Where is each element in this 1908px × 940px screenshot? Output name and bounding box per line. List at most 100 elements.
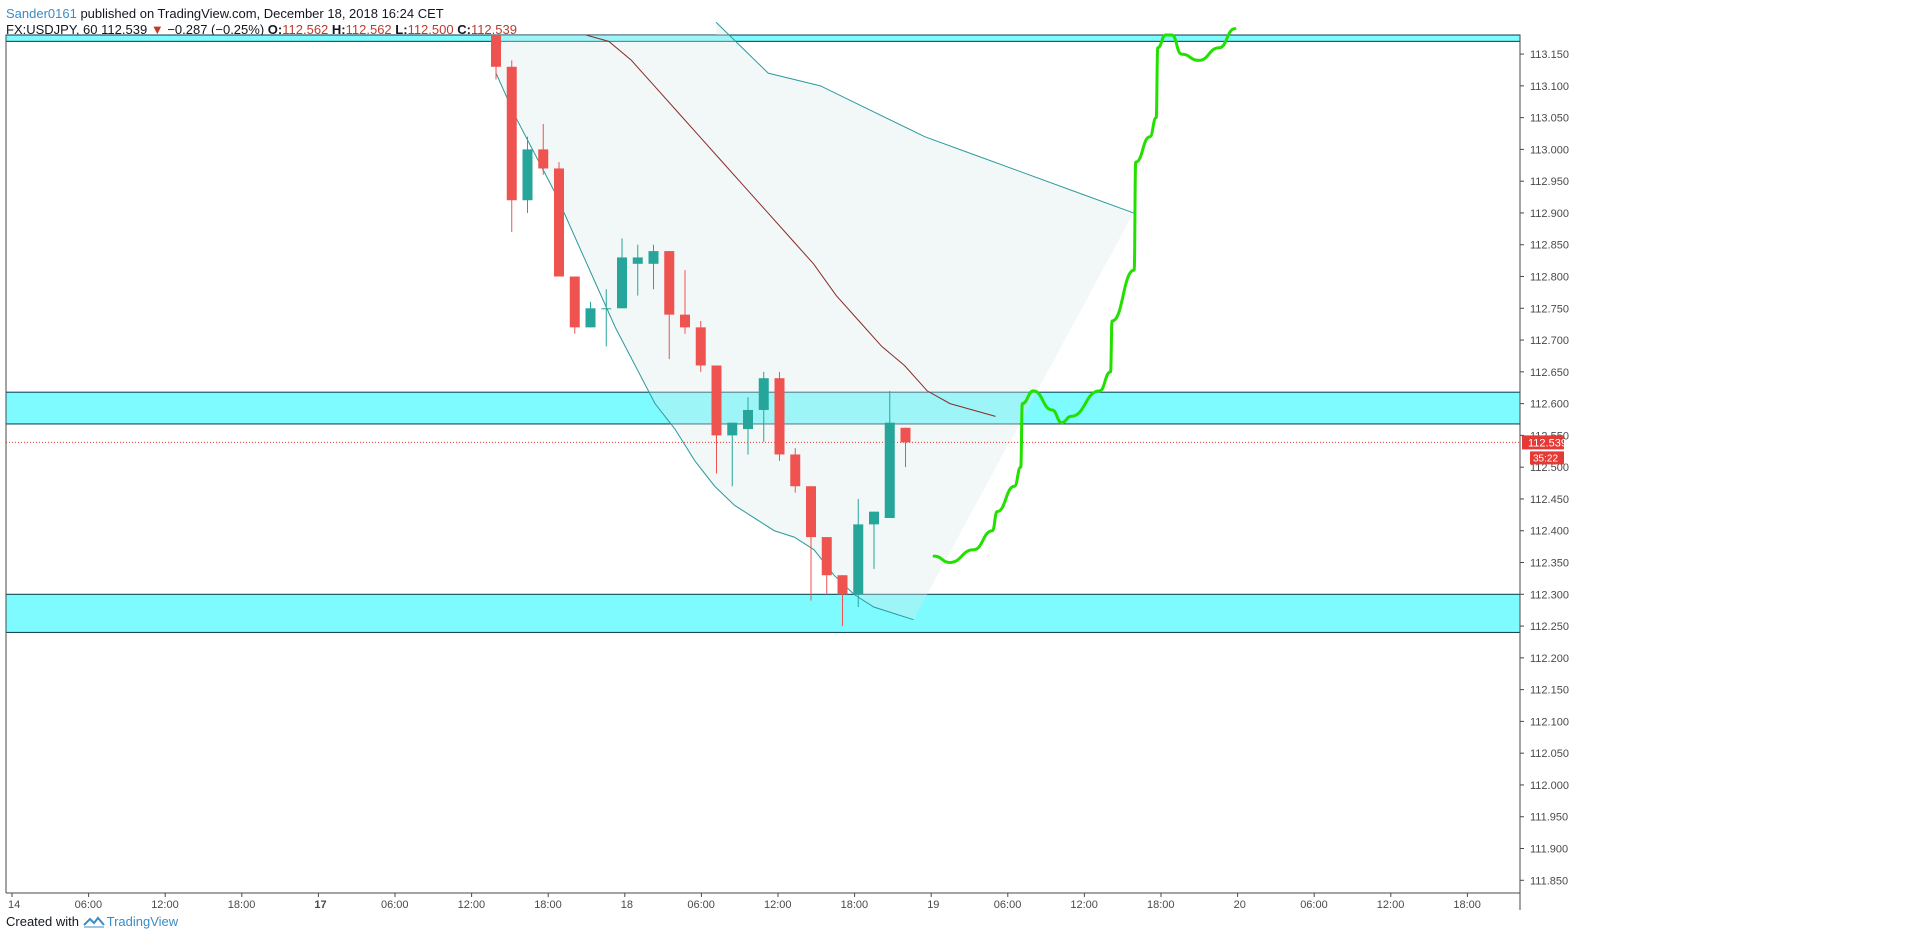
candle-12 bbox=[680, 270, 690, 334]
bands-layer bbox=[6, 21, 1520, 621]
upper-band-line bbox=[715, 21, 1134, 214]
high-label: H: bbox=[331, 22, 346, 37]
drawing-layer bbox=[932, 27, 1237, 565]
candle-body bbox=[695, 327, 706, 366]
candle-body bbox=[522, 149, 533, 201]
candle-body bbox=[554, 168, 564, 277]
x-tick-label: 18:00 bbox=[1453, 899, 1481, 910]
candles-layer bbox=[491, 35, 911, 627]
time-axis[interactable]: 14 06:00 12:00 18:00 17 06:00 12:00 18:00 18 06:0… bbox=[8, 893, 1481, 910]
y-tick-label: 113.150 bbox=[1530, 49, 1569, 61]
y-tick-label: 112.700 bbox=[1530, 335, 1569, 347]
candle-10 bbox=[648, 244, 659, 290]
publish-info: published on TradingView.com, December 1… bbox=[76, 6, 444, 21]
y-tick-label: 113.050 bbox=[1530, 113, 1569, 125]
candle-body bbox=[648, 251, 659, 264]
candle-19 bbox=[790, 448, 801, 493]
candle-body bbox=[790, 454, 801, 487]
candle-body bbox=[774, 378, 785, 455]
y-tick-label: 112.050 bbox=[1530, 748, 1569, 760]
change-text: −0.287 (−0.25%) bbox=[167, 22, 265, 37]
symbol-name: FX:USDJPY, 60 bbox=[6, 22, 98, 37]
price-axis[interactable]: 113.150 113.100 113.050 113.000 112.950 112.9… bbox=[1520, 49, 1569, 887]
band-fill bbox=[496, 22, 1134, 620]
publish-header: Sander0161 published on TradingView.com,… bbox=[6, 6, 444, 22]
candle-3 bbox=[538, 123, 549, 175]
x-tick-label: 20 bbox=[1234, 899, 1246, 910]
symbol-legend: FX:USDJPY, 60 112.539 ▼ −0.287 (−0.25%) … bbox=[6, 22, 517, 38]
candle-body bbox=[680, 314, 690, 328]
candle-13 bbox=[695, 321, 706, 372]
x-tick-label: 12:00 bbox=[151, 899, 179, 910]
candle-9 bbox=[632, 244, 643, 296]
candle-body bbox=[806, 486, 816, 538]
tradingview-brand-link[interactable]: TradingView bbox=[106, 914, 179, 929]
candle-body bbox=[758, 378, 769, 410]
candle-body bbox=[727, 422, 738, 436]
candle-23 bbox=[853, 498, 864, 607]
price-chart[interactable]: 113.150 113.100 113.050 113.000 112.950 112.9… bbox=[0, 0, 1908, 910]
y-tick-label: 112.250 bbox=[1530, 621, 1569, 633]
candle-18 bbox=[774, 371, 785, 461]
x-tick-label: 12:00 bbox=[1377, 899, 1405, 910]
y-tick-label: 112.600 bbox=[1530, 399, 1569, 411]
x-tick-label: 17 bbox=[314, 899, 326, 910]
countdown-badge bbox=[1530, 451, 1564, 465]
y-tick-label: 112.750 bbox=[1530, 303, 1569, 315]
x-tick-label: 12:00 bbox=[1070, 899, 1098, 910]
candle-body bbox=[601, 308, 612, 310]
x-tick-label: 06:00 bbox=[687, 899, 715, 910]
x-tick-label: 18:00 bbox=[841, 899, 869, 910]
low-label: L: bbox=[395, 22, 408, 37]
close-label: C: bbox=[457, 22, 471, 37]
y-tick-label: 111.850 bbox=[1530, 875, 1568, 887]
last-price-badge bbox=[1522, 435, 1564, 450]
y-tick-label: 112.150 bbox=[1530, 685, 1569, 697]
x-tick-label: 19 bbox=[927, 899, 939, 910]
y-tick-label: 111.900 bbox=[1530, 844, 1568, 856]
countdown-label: 35:22 bbox=[1533, 453, 1558, 464]
x-tick-label: 12:00 bbox=[458, 899, 486, 910]
x-tick-label: 18:00 bbox=[228, 899, 256, 910]
x-tick-label: 18 bbox=[621, 899, 633, 910]
candle-body bbox=[632, 257, 643, 264]
candle-body bbox=[585, 308, 596, 328]
y-tick-label: 112.400 bbox=[1530, 526, 1569, 538]
last-price-label: 112.539 bbox=[1528, 437, 1567, 449]
tradingview-logo-icon[interactable] bbox=[82, 916, 105, 932]
x-tick-label: 12:00 bbox=[764, 899, 792, 910]
y-tick-label: 112.950 bbox=[1530, 176, 1569, 188]
x-tick-label: 14 bbox=[8, 899, 20, 910]
y-tick-label: 112.350 bbox=[1530, 558, 1569, 570]
author-link[interactable]: Sander0161 bbox=[6, 6, 77, 21]
high-value: 112.562 bbox=[345, 22, 392, 37]
candle-25 bbox=[884, 390, 895, 519]
candle-body bbox=[711, 365, 722, 436]
y-tick-label: 112.450 bbox=[1530, 494, 1569, 506]
candle-body bbox=[617, 257, 627, 309]
candle-1 bbox=[506, 60, 517, 233]
candle-4 bbox=[554, 162, 564, 277]
y-tick-label: 112.900 bbox=[1530, 208, 1569, 220]
close-value: 112.539 bbox=[470, 22, 517, 37]
y-tick-label: 113.000 bbox=[1530, 144, 1569, 156]
candle-8 bbox=[617, 238, 627, 309]
candle-11 bbox=[664, 251, 675, 360]
candle-15 bbox=[727, 422, 738, 487]
candle-17 bbox=[758, 371, 769, 442]
y-tick-label: 111.950 bbox=[1530, 812, 1568, 824]
candle-2 bbox=[522, 136, 533, 213]
candle-7 bbox=[601, 289, 612, 347]
candle-body bbox=[743, 409, 753, 430]
created-with-text: Created with bbox=[6, 914, 79, 929]
last-price-text: 112.539 bbox=[101, 22, 148, 37]
down-arrow-icon: ▼ bbox=[150, 22, 164, 37]
y-tick-label: 112.000 bbox=[1530, 780, 1569, 792]
y-tick-label: 112.850 bbox=[1530, 240, 1569, 252]
candle-21 bbox=[821, 537, 832, 595]
candle-6 bbox=[585, 301, 596, 328]
candle-body bbox=[900, 427, 911, 443]
candle-0 bbox=[491, 35, 501, 80]
zone-0 bbox=[5, 34, 1521, 42]
y-tick-label: 113.100 bbox=[1530, 81, 1569, 93]
